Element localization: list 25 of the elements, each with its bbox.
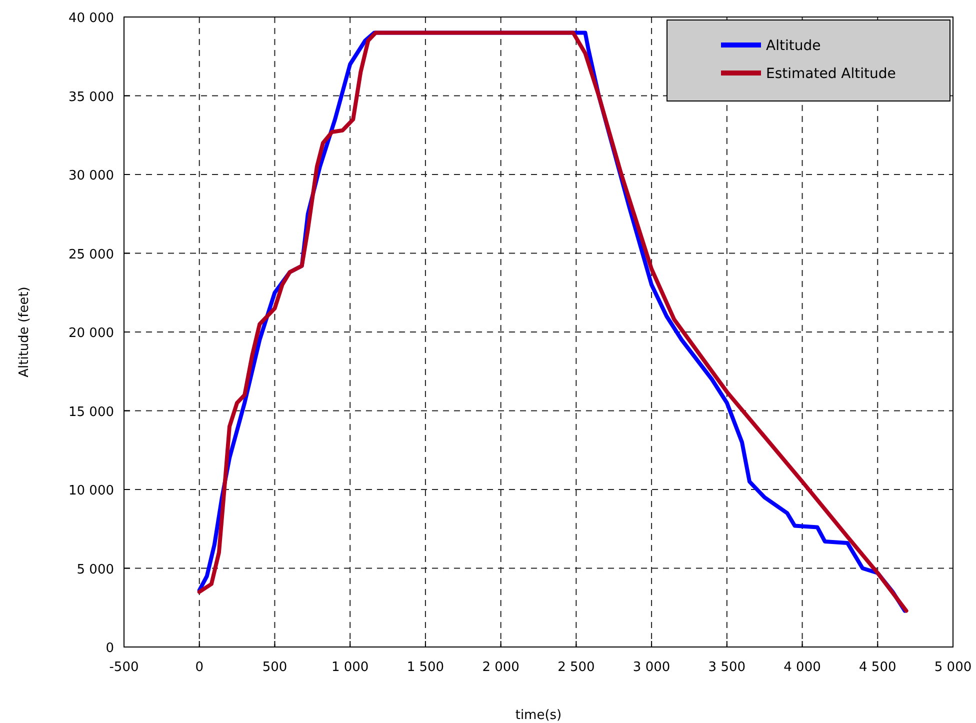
y-tick-label: 10 000 — [68, 484, 114, 498]
x-tick-label: 3 000 — [632, 660, 670, 675]
x-tick-label: 2 500 — [558, 660, 595, 675]
x-tick-label: 500 — [262, 660, 288, 675]
y-tick-label: 20 000 — [68, 326, 114, 341]
legend-label: Estimated Altitude — [766, 66, 896, 82]
x-tick-label: 3 500 — [708, 660, 746, 675]
x-tick-label: -500 — [109, 660, 139, 675]
y-tick-label: 25 000 — [68, 247, 114, 262]
x-tick-label: 1 000 — [331, 660, 369, 675]
y-axis-title: Altitude (feet) — [17, 286, 32, 378]
x-tick-label: 2 000 — [482, 660, 520, 675]
x-tick-label: 5 000 — [934, 660, 972, 675]
y-tick-label: 5 000 — [76, 562, 114, 578]
legend-label: Altitude — [766, 38, 821, 54]
x-tick-label: 1 500 — [406, 660, 444, 675]
y-tick-label: 40 000 — [68, 11, 114, 26]
y-tick-label: 15 000 — [68, 404, 114, 420]
x-tick-label: 4 500 — [859, 660, 896, 675]
y-tick-label: 0 — [106, 641, 114, 656]
x-tick-label: 4 000 — [784, 660, 821, 675]
x-tick-label: 0 — [195, 660, 204, 675]
y-tick-label: 30 000 — [68, 168, 114, 184]
x-axis-title: time(s) — [515, 708, 562, 723]
y-tick-label: 35 000 — [68, 90, 114, 105]
